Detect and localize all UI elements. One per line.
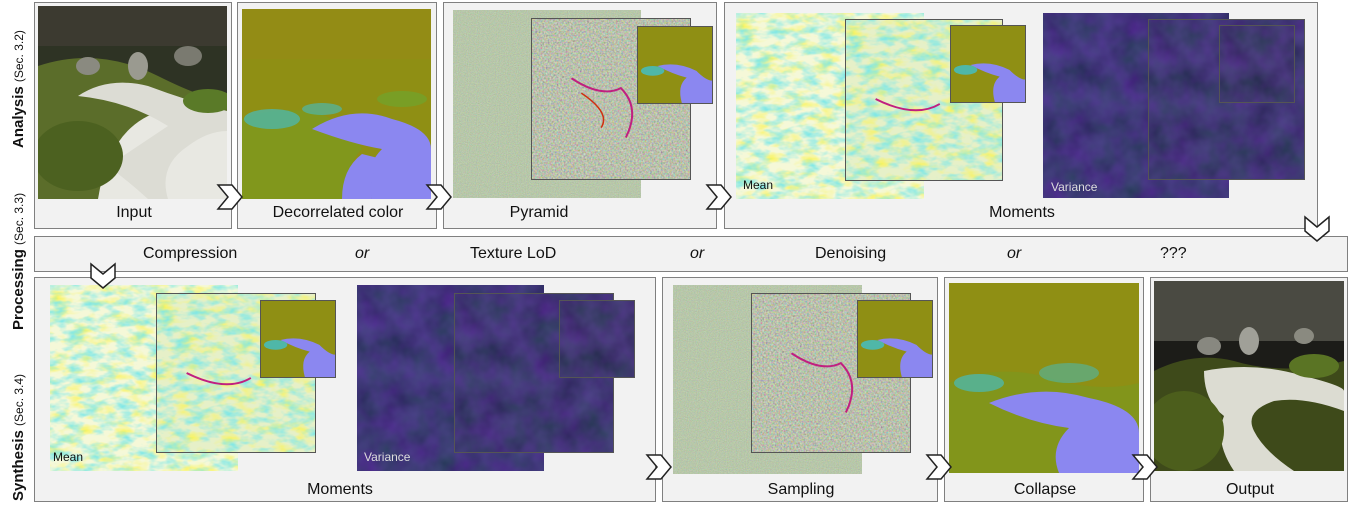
- sampling-level-2: [857, 300, 933, 378]
- input-image: [38, 6, 227, 199]
- synthesis-mean-level-2: [260, 300, 336, 378]
- processing-item-unknown: ???: [1160, 245, 1187, 262]
- processing-side-label-sec: (Sec. 3.3): [12, 192, 26, 245]
- analysis-moments-panel: Mean Variance Moments: [724, 2, 1318, 229]
- synthesis-variance-tag: Variance: [364, 450, 411, 464]
- chevron-down-icon: [89, 262, 117, 290]
- processing-item-texture-lod: Texture LoD: [470, 245, 557, 262]
- sampling-panel: Sampling: [662, 277, 938, 502]
- chevron-right-icon: [425, 183, 453, 211]
- synthesis-variance-level-2: [559, 300, 635, 378]
- processing-or-1: or: [355, 245, 370, 262]
- output-panel: Output: [1150, 277, 1348, 502]
- decorrelated-label: Decorrelated color: [272, 204, 404, 221]
- analysis-mean-tag: Mean: [743, 178, 774, 192]
- sampling-label: Sampling: [767, 481, 835, 498]
- synthesis-side-label-bold: Synthesis: [10, 425, 27, 501]
- chevron-right-icon: [705, 183, 733, 211]
- processing-panel: [34, 236, 1348, 272]
- analysis-moments-label: Moments: [989, 204, 1055, 221]
- analysis-side-label: Analysis (Sec. 3.2): [10, 30, 28, 148]
- collapse-image: [949, 283, 1139, 473]
- chevron-right-icon: [216, 183, 244, 211]
- decorrelated-panel: Decorrelated color: [237, 2, 437, 229]
- pyramid-label: Pyramid: [509, 204, 569, 221]
- analysis-variance-level-2: [1219, 25, 1295, 103]
- processing-side-label: Processing (Sec. 3.3): [10, 193, 28, 330]
- synthesis-moments-panel: Mean Variance Moments: [34, 277, 656, 502]
- processing-side-label-bold: Processing: [10, 244, 27, 330]
- collapse-panel: Collapse: [944, 277, 1144, 502]
- synthesis-moments-label: Moments: [307, 481, 373, 498]
- synthesis-side-label-sec: (Sec. 3.4): [12, 373, 26, 426]
- processing-or-3: or: [1007, 245, 1022, 262]
- pyramid-panel: Pyramid: [443, 2, 717, 229]
- input-panel: Input: [34, 2, 232, 229]
- chevron-right-icon: [1131, 453, 1159, 481]
- chevron-right-icon: [645, 453, 673, 481]
- analysis-variance-tag: Variance: [1051, 180, 1098, 194]
- processing-item-denoising: Denoising: [815, 245, 887, 262]
- processing-item-compression: Compression: [143, 245, 238, 262]
- output-label: Output: [1225, 481, 1275, 498]
- analysis-side-label-sec: (Sec. 3.2): [12, 30, 26, 83]
- analysis-mean-level-1: [845, 19, 1003, 181]
- pyramid-level-2: [637, 26, 713, 104]
- processing-or-2: or: [690, 245, 705, 262]
- collapse-label: Collapse: [1013, 481, 1077, 498]
- chevron-down-icon: [1303, 215, 1331, 243]
- analysis-side-label-bold: Analysis: [10, 82, 27, 148]
- output-image: [1154, 281, 1344, 471]
- synthesis-side-label: Synthesis (Sec. 3.4): [10, 374, 28, 501]
- analysis-mean-level-2: [950, 25, 1026, 103]
- decorrelated-image: [242, 9, 431, 199]
- chevron-right-icon: [925, 453, 953, 481]
- input-label: Input: [116, 204, 152, 221]
- synthesis-mean-tag: Mean: [53, 450, 84, 464]
